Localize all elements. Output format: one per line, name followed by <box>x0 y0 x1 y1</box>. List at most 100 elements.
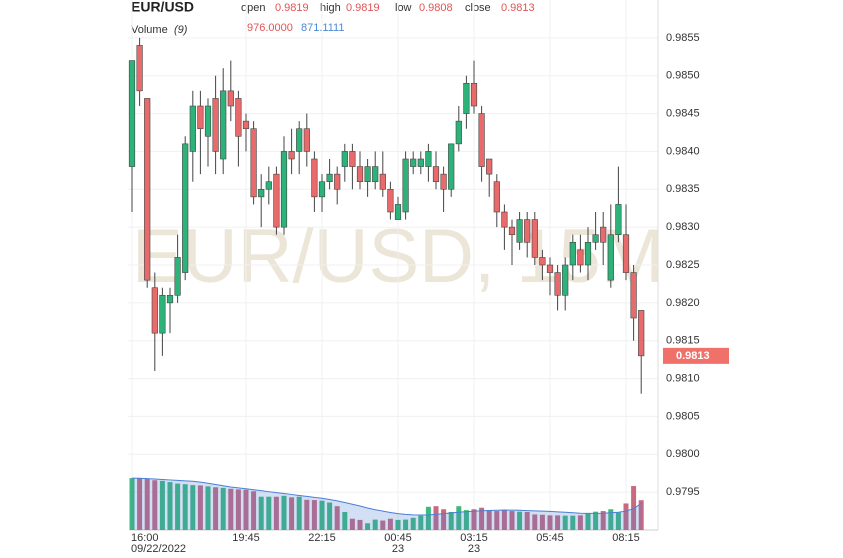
field-label: high <box>320 2 341 14</box>
x-tick-label: 22:15 <box>308 532 336 544</box>
field-label: close <box>465 2 491 14</box>
candle-body <box>524 219 531 243</box>
candle-body <box>531 219 538 258</box>
volume-bar <box>539 514 545 530</box>
candle-body <box>592 234 599 243</box>
volume-bar <box>555 515 561 530</box>
volume-bar <box>327 502 333 530</box>
candle-body <box>204 105 212 137</box>
field-label: open <box>241 2 265 14</box>
x-tick-label: 03:15 <box>460 532 488 544</box>
candle-body <box>136 45 143 92</box>
candle-body <box>379 173 386 190</box>
volume-bar <box>577 515 583 530</box>
volume-bar <box>289 497 295 530</box>
candle-body <box>227 90 234 107</box>
volume-bar <box>486 510 492 530</box>
volume-bar <box>631 486 637 530</box>
candle-body <box>296 128 303 152</box>
volume-bar <box>129 478 135 530</box>
candle-body <box>508 226 516 236</box>
candle-body <box>402 158 409 213</box>
volume-bar <box>585 513 591 530</box>
volume-bar <box>266 496 272 530</box>
candle-body <box>554 272 561 296</box>
volume-period: (9) <box>174 24 188 36</box>
volume-bar <box>547 515 553 530</box>
candle-body <box>174 257 181 296</box>
volume-ma-value: 871.1111 <box>301 22 344 34</box>
candle-body <box>235 98 242 137</box>
volume-bar <box>258 496 264 530</box>
candle-body <box>600 226 607 243</box>
volume-ma-line <box>131 477 642 516</box>
field-value: 0.9813 <box>501 2 535 14</box>
volume-bar <box>380 520 386 530</box>
volume-bar <box>251 491 257 530</box>
candle-body <box>425 151 432 167</box>
candle-body <box>584 241 592 266</box>
volume-bar <box>205 486 211 530</box>
candle-body <box>387 188 394 213</box>
volume-bar <box>167 482 173 530</box>
volume-bar <box>372 519 378 530</box>
x-tick-label: 05:45 <box>536 532 564 544</box>
y-tick-label: 0.9825 <box>666 259 700 271</box>
volume-bar <box>228 488 234 530</box>
candle-body <box>470 82 478 107</box>
volume-value: 976.0000 <box>247 22 293 34</box>
volume-bar <box>501 509 507 530</box>
candle-body <box>478 113 485 167</box>
x-tick-label: 19:45 <box>232 532 260 544</box>
candle-body <box>562 264 569 296</box>
candle-body <box>493 181 500 213</box>
candle-body <box>417 158 424 167</box>
volume-bar <box>479 507 485 530</box>
y-tick-label: 0.9795 <box>666 486 700 498</box>
volume-bar <box>365 523 371 530</box>
candle-body <box>151 287 158 334</box>
field-label: low <box>395 2 412 14</box>
volume-bar <box>615 512 621 530</box>
y-tick-label: 0.9840 <box>666 145 700 157</box>
candle-body <box>516 219 523 243</box>
volume-bar <box>296 496 302 530</box>
volume-bar <box>570 515 576 530</box>
volume-bar <box>600 511 606 530</box>
volume-bar <box>448 511 454 530</box>
volume-bar <box>220 487 226 530</box>
volume-bar <box>159 480 165 530</box>
field-value: 0.9808 <box>419 2 453 14</box>
x-date-label: 23 <box>392 543 404 555</box>
volume-bar <box>311 500 317 530</box>
candle-body <box>349 151 356 167</box>
candle-body <box>182 143 189 273</box>
y-tick-label: 0.9855 <box>666 32 700 44</box>
candle-body <box>197 105 204 130</box>
x-tick-label: 00:45 <box>384 532 412 544</box>
volume-bar <box>281 495 287 530</box>
last-price-box <box>663 347 729 364</box>
volume-bar <box>319 500 325 530</box>
symbol: EUR/USD <box>131 0 194 15</box>
y-tick-label: 0.9820 <box>666 297 700 309</box>
candle-body <box>334 173 341 190</box>
candle-body <box>273 173 280 228</box>
y-tick-label: 0.9810 <box>666 372 700 384</box>
candle-body <box>220 90 227 160</box>
volume-bar <box>524 511 530 530</box>
volume-bar <box>144 479 150 530</box>
volume-bar <box>441 509 447 530</box>
volume-bar <box>517 511 523 530</box>
volume-bar <box>182 484 188 530</box>
candle-body <box>280 151 288 228</box>
candle-body <box>615 204 622 236</box>
candle-body <box>577 249 584 266</box>
candle-body <box>638 310 645 357</box>
volume-label: Volume <box>131 24 168 36</box>
field-value: 0.9819 <box>275 2 309 14</box>
candle-body <box>356 166 364 183</box>
volume-bar <box>304 499 310 530</box>
x-date-label: 09/22/2022 <box>131 543 186 555</box>
